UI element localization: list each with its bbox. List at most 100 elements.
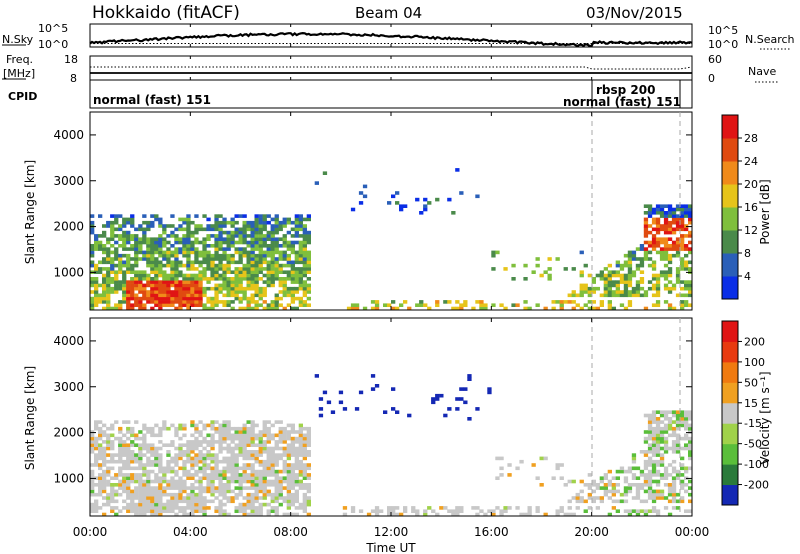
velocity-ytick-1: 2000	[53, 426, 84, 440]
velocity-cell	[439, 506, 444, 510]
velocity-cell	[266, 450, 271, 454]
velocity-cell	[94, 506, 99, 510]
power-cell	[122, 280, 127, 284]
velocity-cell	[631, 453, 637, 457]
velocity-cell	[134, 509, 139, 513]
power-cell	[523, 277, 528, 281]
power-cell	[230, 220, 235, 225]
power-cell	[210, 253, 215, 258]
power-cell	[635, 267, 641, 271]
power-cell	[651, 240, 657, 245]
power-cell	[655, 230, 661, 235]
power-cell	[258, 237, 263, 241]
power-cell	[226, 257, 231, 261]
power-cell	[262, 290, 267, 294]
velocity-cell	[306, 450, 311, 454]
velocity-cell	[126, 479, 131, 484]
power-cell	[154, 286, 159, 291]
noise-right-tick-top: 10^5	[708, 24, 738, 37]
power-cell	[270, 280, 275, 284]
power-cell	[142, 270, 147, 274]
power-cell	[274, 247, 279, 251]
power-cell	[190, 234, 195, 238]
velocity-cell	[298, 459, 303, 464]
velocity-cell	[102, 483, 107, 487]
velocity-cell	[154, 450, 159, 454]
velocity-cell	[114, 512, 119, 517]
velocity-cell	[182, 459, 187, 464]
velocity-cell	[459, 397, 464, 401]
velocity-cell	[106, 436, 111, 441]
power-cell	[619, 293, 625, 298]
velocity-cell	[254, 433, 259, 438]
velocity-cell	[238, 502, 243, 507]
power-cell	[659, 214, 665, 218]
power-cell	[118, 260, 123, 265]
power-cell	[206, 244, 211, 248]
freq-right-tick-bottom: 0	[708, 72, 715, 85]
power-cell	[399, 303, 404, 307]
velocity-cell	[98, 483, 103, 487]
velocity-cell	[282, 469, 287, 474]
velocity-cell	[647, 446, 653, 451]
power-cell	[435, 300, 440, 304]
power-cell	[170, 270, 175, 274]
velocity-cell	[266, 456, 271, 461]
power-cell	[663, 224, 669, 228]
power-cell	[639, 280, 645, 284]
velocity-cell	[302, 453, 307, 457]
power-cell	[631, 250, 637, 255]
power-cell	[146, 273, 151, 278]
noise-panel: N.Sky 10^5 10^0 10^5 10^0 N.Search	[2, 22, 795, 51]
velocity-cell	[675, 417, 681, 421]
velocity-cell	[202, 486, 207, 490]
velocity-cell	[290, 423, 295, 428]
power-cell	[671, 207, 677, 212]
power-cell	[186, 286, 191, 291]
power-cell	[154, 290, 159, 294]
power-cell	[110, 214, 115, 218]
power-cell	[174, 270, 179, 274]
power-cell	[106, 283, 111, 288]
velocity-cell	[298, 446, 303, 451]
velocity-cell	[130, 496, 135, 500]
velocity-cell	[90, 440, 95, 444]
power-cell	[302, 270, 307, 274]
power-cell	[150, 244, 155, 248]
velocity-cell	[395, 506, 400, 510]
velocity-cell	[178, 476, 183, 480]
velocity-cell	[106, 453, 111, 457]
velocity-cell	[182, 489, 187, 494]
power-cell	[234, 260, 239, 265]
power-cell	[218, 240, 223, 245]
velocity-cell	[246, 512, 251, 517]
velocity-cell	[90, 509, 95, 513]
velocity-cell	[370, 387, 376, 391]
velocity-cell	[651, 453, 657, 457]
power-cell	[142, 273, 147, 278]
power-cell	[226, 283, 231, 288]
power-cell	[262, 253, 267, 258]
velocity-cell	[230, 499, 235, 504]
velocity-cell	[262, 463, 267, 467]
velocity-cell	[655, 440, 661, 444]
velocity-cell	[595, 496, 600, 500]
velocity-cell	[290, 492, 295, 497]
velocity-cell	[278, 492, 283, 497]
velocity-cell	[680, 436, 685, 441]
power-cell	[166, 300, 171, 304]
velocity-cell	[222, 486, 227, 490]
velocity-cell	[278, 469, 283, 474]
velocity-cell	[162, 443, 167, 447]
power-cell	[206, 296, 211, 301]
power-cell	[286, 273, 291, 278]
velocity-cell	[503, 506, 508, 510]
power-cell	[627, 270, 633, 274]
velocity-cell	[182, 433, 187, 438]
power-cell	[90, 260, 95, 265]
power-cell	[447, 197, 452, 202]
power-cell	[278, 280, 283, 284]
power-cell	[266, 253, 271, 258]
velocity-cell	[94, 483, 99, 487]
power-cell	[186, 220, 191, 225]
